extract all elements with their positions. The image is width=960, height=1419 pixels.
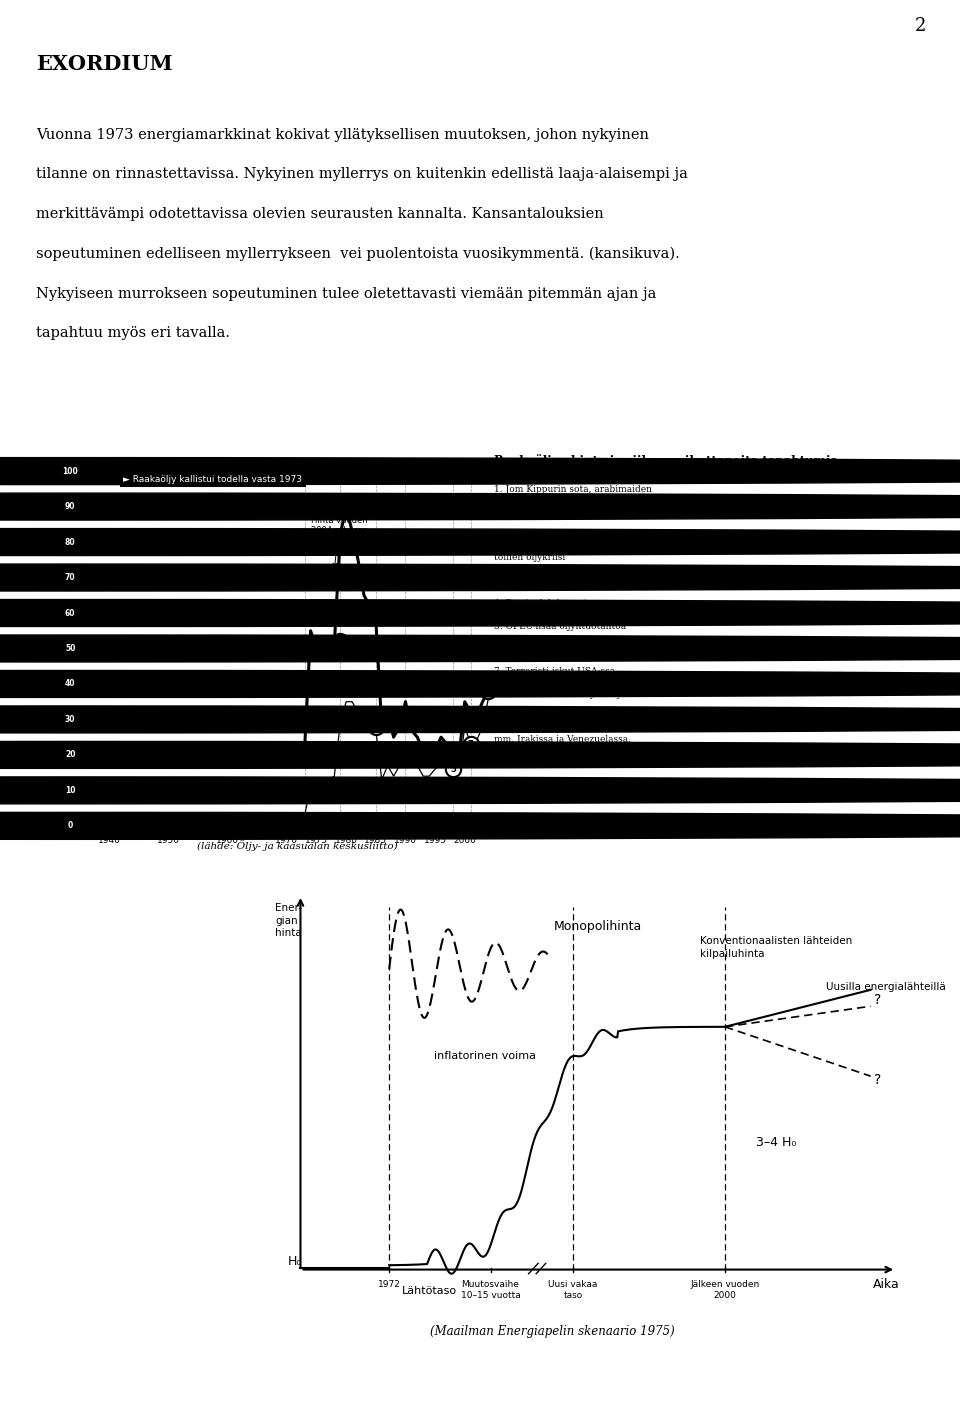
Text: Raakaöljyn hinta ja siihen vaikuttaneita tapahtumia: Raakaöljyn hinta ja siihen vaikuttaneita… bbox=[494, 454, 839, 468]
Circle shape bbox=[0, 599, 960, 627]
Text: 9: 9 bbox=[486, 687, 492, 695]
Text: 1: 1 bbox=[301, 753, 307, 763]
Text: 90: 90 bbox=[65, 502, 76, 511]
Text: inflatorinen voima: inflatorinen voima bbox=[434, 1051, 536, 1061]
Text: 4: 4 bbox=[402, 718, 408, 728]
Text: toinen öljykriisi: toinen öljykriisi bbox=[494, 553, 565, 562]
Circle shape bbox=[0, 457, 960, 484]
Text: 6. OPEC rajoittaa öljyntuotantoa: 6. OPEC rajoittaa öljyntuotantoa bbox=[494, 644, 644, 653]
Text: Nimellishinta: Nimellishinta bbox=[323, 789, 377, 799]
Text: 0: 0 bbox=[67, 822, 73, 830]
Text: 3. Saudi-Arabia nostaa öljyntuotantoa: 3. Saudi-Arabia nostaa öljyntuotantoa bbox=[494, 576, 668, 585]
Text: 3–4 H₀: 3–4 H₀ bbox=[756, 1135, 796, 1148]
Text: ► Raakaöljy kallistui todella vasta 1973: ► Raakaöljy kallistui todella vasta 1973 bbox=[124, 475, 302, 484]
Text: 50: 50 bbox=[65, 644, 76, 653]
Text: 7: 7 bbox=[468, 739, 473, 749]
Text: 20: 20 bbox=[65, 751, 76, 759]
Text: 40: 40 bbox=[65, 680, 76, 688]
Text: Uusilla energialähteillä: Uusilla energialähteillä bbox=[827, 982, 947, 992]
Text: (Maailman Energiapelin skenaario 1975): (Maailman Energiapelin skenaario 1975) bbox=[430, 1325, 674, 1338]
Text: 9. Maailman talouskasvu, levottomuuksia: 9. Maailman talouskasvu, levottomuuksia bbox=[494, 712, 684, 721]
Text: ?: ? bbox=[874, 993, 881, 1007]
Text: sopeutuminen edelliseen myllerrykseen  vei puolentoista vuosikymmentä. (kansikuv: sopeutuminen edelliseen myllerrykseen ve… bbox=[36, 247, 681, 261]
Text: 2: 2 bbox=[337, 637, 343, 646]
Text: Uusi vakaa
taso: Uusi vakaa taso bbox=[548, 1280, 598, 1300]
Text: 8. USA:n liitouman hyökkäys Irakiin: 8. USA:n liitouman hyökkäys Irakiin bbox=[494, 690, 660, 698]
Text: Nykyiseen murrokseen sopeutuminen tulee oletettavasti viemään pitemmän ajan ja: Nykyiseen murrokseen sopeutuminen tulee … bbox=[36, 287, 657, 301]
Text: 60: 60 bbox=[65, 609, 76, 617]
Text: (lähde: Öljy- ja kaasualan keskusliitto): (lähde: Öljy- ja kaasualan keskusliitto) bbox=[198, 840, 397, 851]
Text: H₀: H₀ bbox=[288, 1254, 302, 1267]
Text: 70: 70 bbox=[65, 573, 76, 582]
Circle shape bbox=[0, 528, 960, 555]
Circle shape bbox=[0, 634, 960, 661]
Text: 2: 2 bbox=[915, 17, 926, 35]
Circle shape bbox=[0, 705, 960, 732]
Text: Muutosvaihe
10–15 vuotta: Muutosvaihe 10–15 vuotta bbox=[461, 1280, 520, 1300]
Text: 5: 5 bbox=[450, 765, 456, 773]
Text: 4. Persianlahden sota: 4. Persianlahden sota bbox=[494, 599, 593, 607]
Text: Lähtötaso: Lähtötaso bbox=[402, 1286, 457, 1296]
Text: EXORDIUM: EXORDIUM bbox=[36, 54, 173, 74]
Circle shape bbox=[0, 492, 960, 519]
Text: 3: 3 bbox=[372, 722, 378, 731]
Text: Konventionaalisten lähteiden
kilpailuhinta: Konventionaalisten lähteiden kilpailuhin… bbox=[700, 937, 852, 959]
Text: 80: 80 bbox=[65, 538, 76, 546]
Text: Hinta vuoden
2004 rahassa: Hinta vuoden 2004 rahassa bbox=[311, 515, 368, 566]
Text: 6: 6 bbox=[456, 753, 462, 763]
Circle shape bbox=[0, 812, 960, 840]
Circle shape bbox=[0, 741, 960, 769]
Text: tilanne on rinnastettavissa. Nykyinen myllerrys on kuitenkin edellistä laaja-ala: tilanne on rinnastettavissa. Nykyinen my… bbox=[36, 167, 688, 182]
Text: Monopolihinta: Monopolihinta bbox=[554, 920, 642, 932]
Text: tapahtuu myös eri tavalla.: tapahtuu myös eri tavalla. bbox=[36, 326, 230, 341]
Circle shape bbox=[0, 671, 960, 698]
Text: 1972: 1972 bbox=[377, 1280, 400, 1288]
Text: ?: ? bbox=[874, 1073, 881, 1087]
Text: Aika: Aika bbox=[873, 1277, 900, 1291]
Text: mm. Irakissa ja Venezuelassa.: mm. Irakissa ja Venezuelassa. bbox=[494, 735, 632, 744]
Text: 2. Iranin vallankumous, Irakin ja Iranin sota,: 2. Iranin vallankumous, Irakin ja Iranin… bbox=[494, 531, 700, 539]
Text: Jälkeen vuoden
2000: Jälkeen vuoden 2000 bbox=[690, 1280, 759, 1300]
Text: 5. OPEC lisää öljyntuotantoa: 5. OPEC lisää öljyntuotantoa bbox=[494, 622, 627, 630]
Circle shape bbox=[0, 778, 960, 803]
Text: 8: 8 bbox=[480, 715, 486, 724]
Text: 100: 100 bbox=[62, 467, 78, 475]
Text: Vuonna 1973 energiamarkkinat kokivat yllätyksellisen muutoksen, johon nykyinen: Vuonna 1973 energiamarkkinat kokivat yll… bbox=[36, 128, 650, 142]
Text: Ener-
gian
hinta: Ener- gian hinta bbox=[276, 904, 302, 938]
Text: merkittävämpi odotettavissa olevien seurausten kannalta. Kansantalouksien: merkittävämpi odotettavissa olevien seur… bbox=[36, 207, 604, 221]
Text: Raakaöljyn tynnyrihinta dollareissa: Raakaöljyn tynnyrihinta dollareissa bbox=[124, 508, 304, 517]
Text: 30: 30 bbox=[65, 715, 76, 724]
Circle shape bbox=[0, 563, 960, 590]
Text: Jukosin taloudelliset ongelmat: Jukosin taloudelliset ongelmat bbox=[494, 758, 634, 766]
Text: 10: 10 bbox=[65, 786, 76, 795]
Text: öljymenbojkotti: ensimmäinen öljykriisi: öljymenbojkotti: ensimmäinen öljykriisi bbox=[494, 508, 675, 517]
Text: 1. Jom Kippurin sota, arabimaiden: 1. Jom Kippurin sota, arabimaiden bbox=[494, 485, 653, 494]
Text: 7. Terroristi-iskut USA:ssa: 7. Terroristi-iskut USA:ssa bbox=[494, 667, 615, 675]
